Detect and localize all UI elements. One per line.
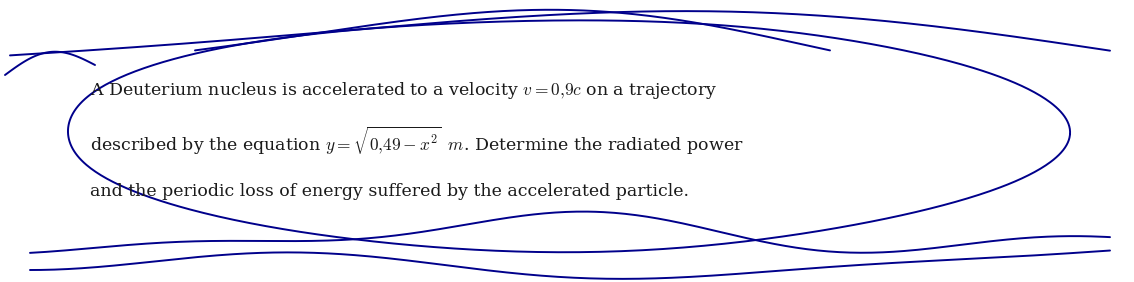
- Text: A Deuterium nucleus is accelerated to a velocity $v = 0{,}9c$ on a trajectory: A Deuterium nucleus is accelerated to a …: [90, 80, 718, 101]
- Text: and the periodic loss of energy suffered by the accelerated particle.: and the periodic loss of energy suffered…: [90, 183, 689, 200]
- Text: described by the equation $y = \sqrt{0{,}49 - x^2}\,$ $m$. Determine the radiate: described by the equation $y = \sqrt{0{,…: [90, 125, 744, 157]
